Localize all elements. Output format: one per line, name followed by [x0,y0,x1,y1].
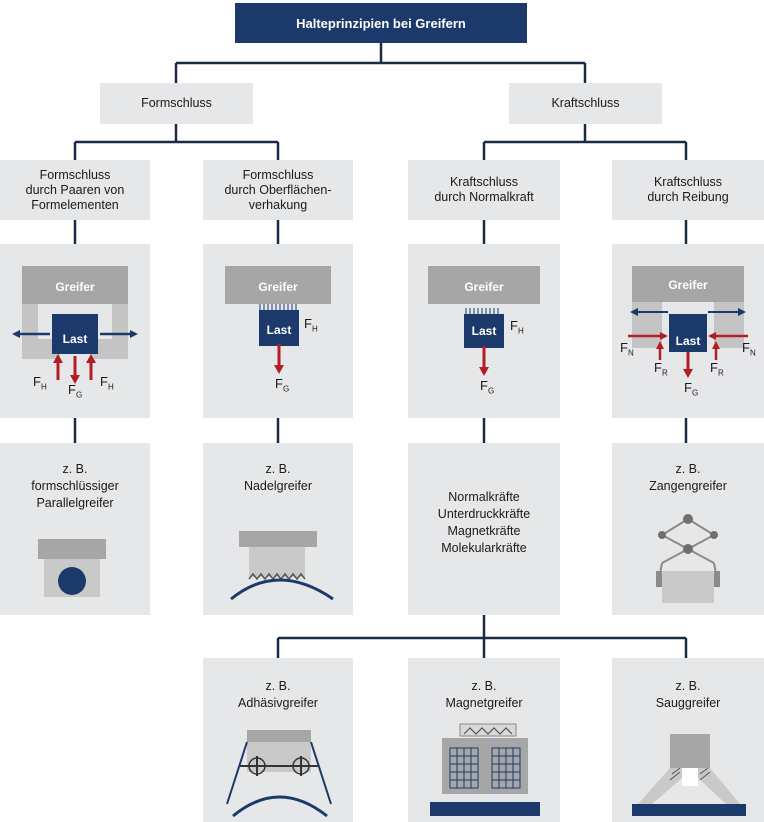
zangengreifer-icon [656,514,720,603]
friction-diagram [628,266,748,378]
needle-hook-diagram [225,266,331,374]
force-label-fh: FH [304,316,318,334]
sauggreifer-icon [632,734,746,816]
nadelgreifer-icon [230,531,334,601]
subcategory-verhakung: Formschluss durch Oberflächen- verhakung [203,160,353,220]
parallelgreifer-icon [38,539,106,597]
force-label-fg: FG [275,376,290,394]
form-fit-diagram [12,266,138,384]
force-label-fn-right: FN [742,340,756,358]
diagram-title: Halteprinzipien bei Greifern [235,3,527,43]
force-label-fg: FG [480,378,495,396]
force-label-fh-left: FH [33,374,47,392]
magnetgreifer-icon [430,723,540,816]
example-label: z. B. Magnetgreifer [445,679,523,710]
adhaesivgreifer-icon [226,730,332,818]
example-label: z. B. Adhäsivgreifer [238,679,318,710]
example-panel-magnetgreifer: z. B. Magnetgreifer [408,658,560,822]
last-label: Last [62,332,88,346]
greifer-label: Greifer [258,280,298,294]
force-label-fr-left: FR [654,360,668,378]
principle-panel-verhakung: Greifer Last FH FG [203,244,353,418]
greifer-label: Greifer [668,278,708,292]
force-label-fg: FG [68,382,83,400]
example-label: Normalkräfte Unterdruckkräfte Magnetkräf… [437,490,531,555]
greifer-label: Greifer [464,280,504,294]
force-label-fr-right: FR [710,360,724,378]
principle-panel-reibung: Greifer Last FN FR FG FR FN [612,244,764,418]
subcategory-reibung: Kraftschluss durch Reibung [612,160,764,220]
normal-force-diagram [428,266,540,376]
subcategory-paaren: Formschluss durch Paaren von Formelement… [0,160,150,220]
greifer-label: Greifer [55,280,95,294]
last-label: Last [675,334,701,348]
principle-panel-normalkraft: Greifer Last FH FG [408,244,560,418]
example-panel-parallelgreifer: z. B. formschlüssiger Parallelgreifer [0,443,150,615]
example-panel-zangengreifer: z. B. Zangengreifer [612,443,764,615]
subcategory-normalkraft: Kraftschluss durch Normalkraft [408,160,560,220]
example-label: z. B. Sauggreifer [655,679,721,710]
force-label-fh-right: FH [100,374,114,392]
example-label: z. B. Zangengreifer [649,462,727,493]
force-label-fh: FH [510,318,524,336]
last-label: Last [471,324,497,338]
principle-panel-paaren: Greifer Last FH FG FH [0,244,150,418]
example-panel-adhaesivgreifer: z. B. Adhäsivgreifer [203,658,353,822]
category-kraftschluss: Kraftschluss [509,83,662,124]
example-label: z. B. Nadelgreifer [243,462,313,493]
example-label: z. B. formschlüssiger Parallelgreifer [31,462,119,510]
last-label: Last [266,323,292,337]
example-panel-sauggreifer: z. B. Sauggreifer [612,658,764,822]
example-panel-nadelgreifer: z. B. Nadelgreifer [203,443,353,615]
force-label-fg: FG [684,380,699,398]
example-panel-kraefte: Normalkräfte Unterdruckkräfte Magnetkräf… [408,443,560,615]
force-label-fn-left: FN [620,340,634,358]
category-formschluss: Formschluss [100,83,253,124]
